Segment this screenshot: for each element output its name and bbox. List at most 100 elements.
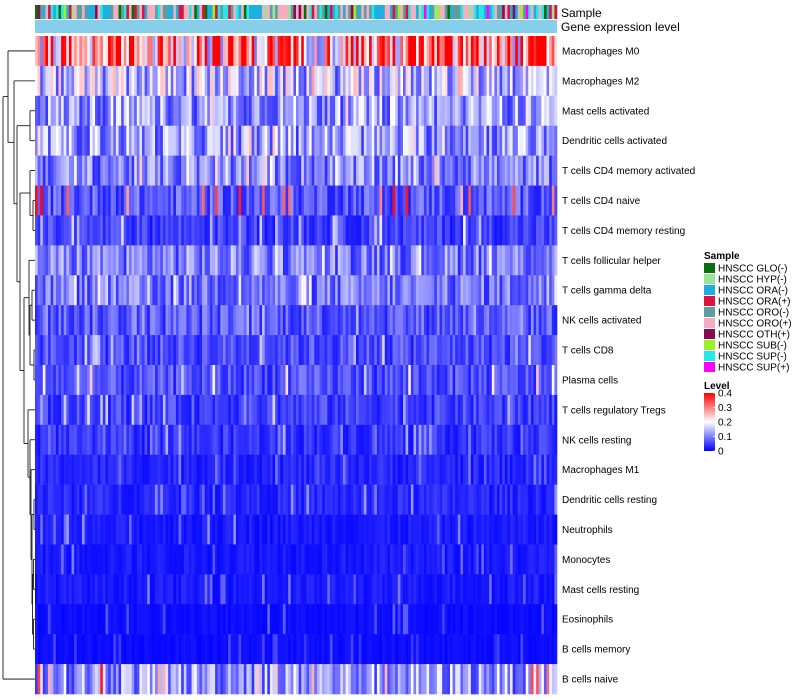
- heatmap-cell: [400, 544, 404, 575]
- heatmap-cell: [251, 424, 255, 456]
- heatmap-cell: [387, 514, 391, 545]
- heatmap-cell: [384, 36, 388, 67]
- heatmap-cell: [426, 634, 430, 665]
- heatmap-cell: [63, 185, 67, 216]
- heatmap-cell: [416, 484, 419, 515]
- heatmap-cell: [358, 484, 362, 515]
- heatmap-cell: [228, 664, 232, 695]
- heatmap-cell: [350, 394, 354, 426]
- heatmap-cell: [523, 634, 526, 665]
- heatmap-cell: [288, 484, 292, 515]
- heatmap-cell: [460, 95, 464, 127]
- heatmap-cell: [45, 65, 49, 97]
- heatmap-cell: [499, 424, 503, 456]
- heatmap-cell: [408, 95, 412, 127]
- heatmap-cell: [353, 305, 357, 336]
- heatmap-cell: [84, 155, 88, 186]
- heatmap-cell: [53, 65, 57, 97]
- heatmap-cell: [123, 36, 127, 67]
- heatmap-cell: [121, 365, 125, 396]
- heatmap-cell: [95, 394, 98, 426]
- heatmap-cell: [327, 634, 331, 665]
- heatmap-cell: [510, 245, 513, 276]
- sample-annotation-cell: [387, 5, 391, 19]
- heatmap-cell: [157, 155, 161, 186]
- heatmap-cell: [504, 65, 508, 97]
- heatmap-cell: [191, 544, 195, 575]
- heatmap-cell: [418, 335, 422, 366]
- heatmap-cell: [204, 305, 208, 336]
- heatmap-cell: [40, 394, 44, 426]
- heatmap-cell: [61, 335, 65, 366]
- heatmap-cell: [50, 65, 54, 97]
- heatmap-cell: [272, 394, 276, 426]
- heatmap-cell: [256, 424, 260, 456]
- heatmap-cell: [314, 365, 318, 396]
- heatmap-cell: [225, 514, 229, 545]
- heatmap-cell: [175, 95, 179, 127]
- heatmap-cell: [468, 125, 472, 156]
- heatmap-cell: [332, 454, 336, 485]
- heatmap-cell: [530, 514, 534, 545]
- heatmap-cell: [118, 365, 122, 396]
- heatmap-cell: [342, 215, 346, 246]
- heatmap-cell: [217, 36, 221, 67]
- heatmap-cell: [476, 394, 479, 426]
- heatmap-cell: [97, 454, 101, 485]
- heatmap-cell: [100, 125, 104, 156]
- heatmap-cell: [254, 484, 258, 515]
- heatmap-cell: [439, 544, 443, 575]
- heatmap-cell: [269, 245, 273, 276]
- heatmap-cell: [309, 185, 312, 216]
- heatmap-cell: [71, 424, 75, 456]
- heatmap-cell: [536, 36, 540, 67]
- heatmap-cell: [277, 484, 281, 515]
- heatmap-cell: [470, 394, 474, 426]
- heatmap-cell: [53, 125, 57, 156]
- heatmap-cell: [309, 634, 312, 665]
- heatmap-cell: [523, 125, 526, 156]
- heatmap-cell: [470, 215, 474, 246]
- heatmap-cell: [105, 544, 109, 575]
- heatmap-cell: [243, 424, 247, 456]
- heatmap-cell: [436, 185, 440, 216]
- heatmap-cell: [389, 574, 393, 605]
- heatmap-cell: [89, 215, 93, 246]
- heatmap-cell: [110, 335, 114, 366]
- heatmap-cell: [549, 634, 553, 665]
- heatmap-cell: [45, 36, 49, 67]
- heatmap-cell: [280, 454, 284, 485]
- heatmap-cell: [282, 185, 286, 216]
- sample-annotation-cell: [455, 5, 459, 19]
- heatmap-cell: [269, 574, 273, 605]
- sample-annotation-cell: [71, 5, 75, 19]
- heatmap-cell: [543, 335, 547, 366]
- heatmap-cell: [530, 394, 534, 426]
- heatmap-cell: [327, 245, 331, 276]
- heatmap-cell: [222, 245, 226, 276]
- heatmap-cell: [533, 305, 537, 336]
- heatmap-cell: [389, 245, 393, 276]
- heatmap-cell: [233, 544, 237, 575]
- heatmap-cell: [463, 484, 466, 515]
- heatmap-cell: [452, 424, 456, 456]
- heatmap-cell: [554, 335, 558, 366]
- heatmap-cell: [429, 155, 433, 186]
- heatmap-cell: [136, 484, 140, 515]
- heatmap-cell: [288, 305, 292, 336]
- heatmap-cell: [405, 424, 409, 456]
- heatmap-cell: [350, 335, 354, 366]
- heatmap-cell: [118, 394, 122, 426]
- heatmap-cell: [348, 574, 352, 605]
- heatmap-cell: [369, 305, 372, 336]
- heatmap-cell: [178, 215, 182, 246]
- heatmap-cell: [327, 36, 331, 67]
- heatmap-cell: [541, 95, 545, 127]
- heatmap-cell: [426, 65, 430, 97]
- heatmap-cell: [256, 305, 260, 336]
- heatmap-cell: [194, 604, 198, 635]
- heatmap-cell: [162, 664, 166, 695]
- heatmap-cell: [400, 275, 404, 306]
- sample-annotation-cell: [536, 5, 540, 19]
- sample-annotation-cell: [126, 5, 130, 19]
